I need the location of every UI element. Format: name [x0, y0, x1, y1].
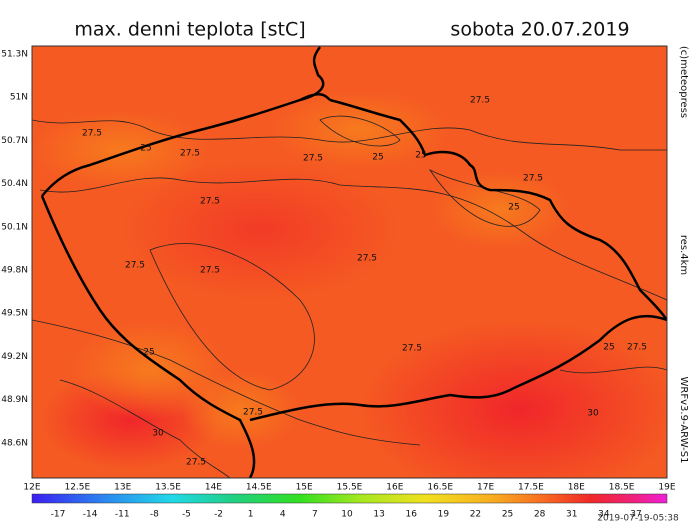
lat-label: 50.1N	[1, 222, 28, 232]
colorbar-label: 10	[341, 510, 353, 520]
timestamp: 2019-07-19-05:38	[597, 514, 679, 524]
lon-label: 15E	[296, 483, 313, 493]
contour-label: 27.5	[243, 408, 263, 418]
colorbar-label: 25	[502, 510, 513, 520]
contour-label: 27.5	[627, 343, 647, 353]
contour-label: 30	[587, 409, 599, 419]
copyright: (c)meteopress	[678, 46, 689, 118]
contour-label: 27.5	[186, 458, 206, 468]
lon-label: 12.5E	[64, 483, 90, 493]
lon-label: 17.5E	[518, 483, 544, 493]
colorbar-label: 22	[470, 510, 481, 520]
contour-label: 25	[143, 348, 154, 358]
contour-label: 27.5	[82, 129, 102, 139]
colorbar-label: 13	[373, 510, 384, 520]
contour-label: 27.5	[523, 174, 543, 184]
lon-label: 14.5E	[246, 483, 272, 493]
lon-label: 18.5E	[609, 483, 635, 493]
lon-label: 15.5E	[337, 483, 363, 493]
contour-label: 27.5	[303, 154, 323, 164]
date: sobota 20.07.2019	[450, 19, 629, 41]
lon-label: 14E	[205, 483, 222, 493]
lon-label: 13E	[114, 483, 131, 493]
contour-label: 27.5	[125, 261, 145, 271]
lat-label: 50.4N	[1, 179, 28, 189]
lat-label: 51.3N	[1, 50, 28, 60]
lon-label: 18E	[568, 483, 585, 493]
map-frame	[31, 45, 668, 479]
map-field	[32, 46, 667, 478]
contour-label: 25	[603, 343, 614, 353]
colorbar-label: 19	[438, 510, 450, 520]
colorbar-label: -17	[51, 510, 66, 520]
colorbar-label: -14	[83, 510, 98, 520]
colorbar-label: 4	[280, 510, 286, 520]
colorbar-label: 16	[405, 510, 417, 520]
contour-label: 30	[152, 429, 164, 439]
lat-label: 50.7N	[1, 136, 28, 146]
colorbar-label: -2	[214, 510, 223, 520]
lat-label: 48.9N	[1, 395, 28, 405]
colorbar-label: 37	[630, 510, 641, 520]
colorbar-label: 28	[534, 510, 546, 520]
lat-label: 48.6N	[1, 438, 28, 448]
contour-label: 25	[415, 151, 426, 161]
contour-label: 27.5	[357, 254, 377, 264]
contour-label: 25	[372, 153, 383, 163]
contour-label: 27.5	[200, 266, 220, 276]
colorbar-label: 1	[248, 510, 254, 520]
colorbar-label: -11	[115, 510, 130, 520]
lat-label: 49.2N	[1, 352, 28, 362]
lon-label: 16E	[386, 483, 403, 493]
lon-label: 17E	[477, 483, 494, 493]
contour-label: 25	[140, 144, 151, 154]
colorbar-label: -5	[182, 510, 191, 520]
contour-label: 27.5	[402, 344, 422, 354]
contour-label: 27.5	[180, 149, 200, 159]
contour-label: 27.5	[470, 96, 490, 106]
resolution: res.4km	[678, 235, 689, 275]
colorbar-label: 34	[598, 510, 610, 520]
colorbar-label: 31	[566, 510, 577, 520]
lat-label: 49.5N	[1, 309, 28, 319]
model: WRFv3.9-ARW-S1	[678, 377, 689, 464]
contour-label: 27.5	[200, 197, 220, 207]
colorbar-label: -8	[150, 510, 159, 520]
lon-label: 19E	[658, 483, 675, 493]
contour-label: 25	[508, 203, 519, 213]
title: max. denni teplota [stC]	[74, 19, 305, 41]
lon-label: 16.5E	[427, 483, 453, 493]
lat-label: 49.8N	[1, 266, 28, 276]
lon-label: 12E	[23, 483, 40, 493]
colorbar-label: 7	[312, 510, 318, 520]
lon-label: 13.5E	[155, 483, 181, 493]
colorbar	[31, 493, 668, 504]
lat-label: 51N	[10, 93, 28, 103]
